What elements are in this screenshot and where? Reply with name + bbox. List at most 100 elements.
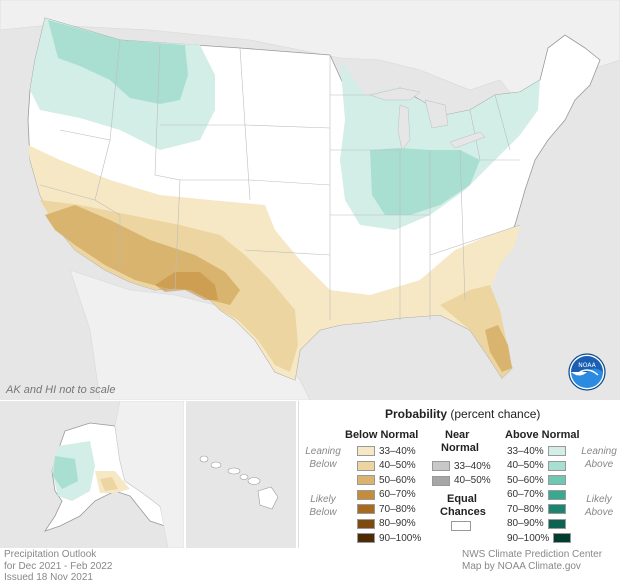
leaning-below-label: Leaning Below (305, 445, 341, 471)
below-60-70-west-texas (155, 272, 218, 300)
near-normal-heading-1: Near (445, 429, 470, 441)
above-normal-label: 90–100% (507, 532, 550, 544)
below-normal-swatch (357, 489, 375, 500)
below-normal-row: 60–70% (357, 488, 416, 502)
likely-above-line1: Likely (586, 494, 612, 505)
above-normal-label: 60–70% (507, 489, 544, 500)
near-normal-heading-2: Normal (441, 442, 479, 454)
conus-map-svg (0, 0, 620, 400)
likely-below-line2: Below (309, 507, 337, 518)
above-normal-row: 40–50% (507, 459, 566, 473)
likely-below-line1: Likely (310, 494, 336, 505)
above-normal-label: 70–80% (507, 503, 544, 515)
lake-erie (449, 131, 486, 149)
above-normal-row: 90–100% (507, 531, 572, 545)
below-normal-swatch (357, 533, 375, 543)
below-normal-swatch (357, 446, 375, 456)
noaa-logo: NOAA (568, 353, 606, 391)
below-normal-label: 60–70% (379, 489, 416, 500)
credit-line1: NWS Climate Prediction Center (462, 549, 603, 560)
state-lines (39, 39, 521, 320)
alaska-below-40-50 (100, 477, 118, 491)
alaska-map-svg (44, 400, 185, 549)
hawaii-map-svg (199, 455, 279, 510)
caption-line3: Issued 18 Nov 2021 (4, 572, 93, 583)
above-normal-label: 33–40% (507, 445, 544, 457)
below-normal-swatch (357, 460, 375, 471)
above-normal-swatch (547, 518, 566, 529)
equal-chances-swatch (451, 521, 471, 531)
above-normal-row: 60–70% (507, 488, 566, 502)
below-normal-label: 50–60% (379, 474, 416, 486)
legend-title-bold: Probability (385, 407, 448, 421)
scale-note: AK and HI not to scale (6, 384, 116, 396)
equal-chances-heading-1: Equal (447, 493, 477, 505)
near-normal-row: 40–50% (432, 474, 491, 488)
leaning-above-line2: Above (584, 459, 614, 470)
below-normal-label: 40–50% (379, 460, 416, 471)
above-normal-label: 80–90% (507, 518, 544, 529)
leaning-above-line1: Leaning (581, 446, 617, 457)
map-caption: Precipitation Outlook for Dec 2021 - Feb… (4, 549, 112, 584)
below-normal-label: 70–80% (379, 503, 416, 515)
alaska-above-40-50 (53, 456, 78, 489)
lake-huron (424, 99, 449, 129)
likely-above-label: Likely Above (581, 493, 617, 519)
below-normal-row: 70–80% (357, 502, 416, 516)
leaning-above-label: Leaning Above (581, 445, 617, 471)
above-normal-row: 33–40% (507, 444, 566, 458)
above-normal-swatch (547, 504, 566, 514)
above-normal-heading: Above Normal (505, 429, 580, 441)
below-normal-swatch (357, 475, 375, 485)
below-normal-label: 90–100% (379, 532, 422, 544)
credit-line2: Map by NOAA Climate.gov (462, 560, 581, 572)
below-normal-heading: Below Normal (345, 429, 419, 441)
below-normal-swatch (357, 504, 375, 514)
equal-chances-heading-2: Chances (440, 506, 486, 518)
conus-map: AK and HI not to scale NOAA (0, 0, 620, 400)
above-normal-label: 50–60% (507, 474, 544, 486)
below-normal-label: 33–40% (379, 445, 416, 457)
near-normal-row: 33–40% (432, 459, 491, 473)
caption-line2: for Dec 2021 - Feb 2022 (4, 560, 113, 572)
leaning-below-line1: Leaning (305, 446, 341, 457)
hawaii-islands (199, 455, 279, 510)
above-normal-swatch (547, 489, 566, 500)
lake-michigan (397, 104, 411, 151)
map-credit: NWS Climate Prediction Center Map by NOA… (462, 549, 602, 572)
near-normal-label: 33–40% (454, 460, 491, 472)
above-normal-row: 70–80% (507, 502, 566, 516)
below-normal-row: 33–40% (357, 444, 416, 458)
above-normal-swatch (547, 446, 566, 456)
leaning-below-line2: Below (309, 459, 337, 470)
above-normal-label: 40–50% (507, 460, 544, 471)
canada-land-ak (114, 400, 185, 549)
below-normal-swatch (357, 518, 375, 529)
below-normal-label: 80–90% (379, 518, 416, 529)
above-normal-swatch (547, 460, 566, 471)
below-normal-row: 90–100% (357, 531, 421, 545)
below-33-40-south (28, 145, 520, 380)
below-normal-row: 40–50% (357, 459, 416, 473)
below-50-60-florida (485, 325, 512, 372)
legend-title-rest: (percent chance) (447, 407, 541, 421)
above-normal-swatch (553, 533, 572, 543)
lake-superior (369, 87, 421, 101)
near-normal-swatch (432, 475, 450, 486)
above-normal-row: 80–90% (507, 517, 566, 531)
above-normal-swatch (547, 475, 566, 485)
legend-title: Probability (percent chance) (385, 407, 540, 421)
alaska-inset (0, 400, 185, 549)
canada-land (0, 0, 620, 111)
caption-line1: Precipitation Outlook (4, 549, 97, 560)
hawaii-inset (186, 401, 296, 548)
noaa-logo-icon: NOAA (568, 353, 606, 391)
below-normal-row: 80–90% (357, 517, 416, 531)
legend: Probability (percent chance) Below Norma… (298, 401, 620, 548)
above-normal-row: 50–60% (507, 473, 566, 487)
near-normal-swatch (432, 461, 450, 471)
below-normal-row: 50–60% (357, 473, 416, 487)
above-40-50-ohio-valley (370, 148, 480, 215)
likely-above-line2: Above (584, 507, 614, 518)
near-normal-label: 40–50% (454, 475, 491, 486)
